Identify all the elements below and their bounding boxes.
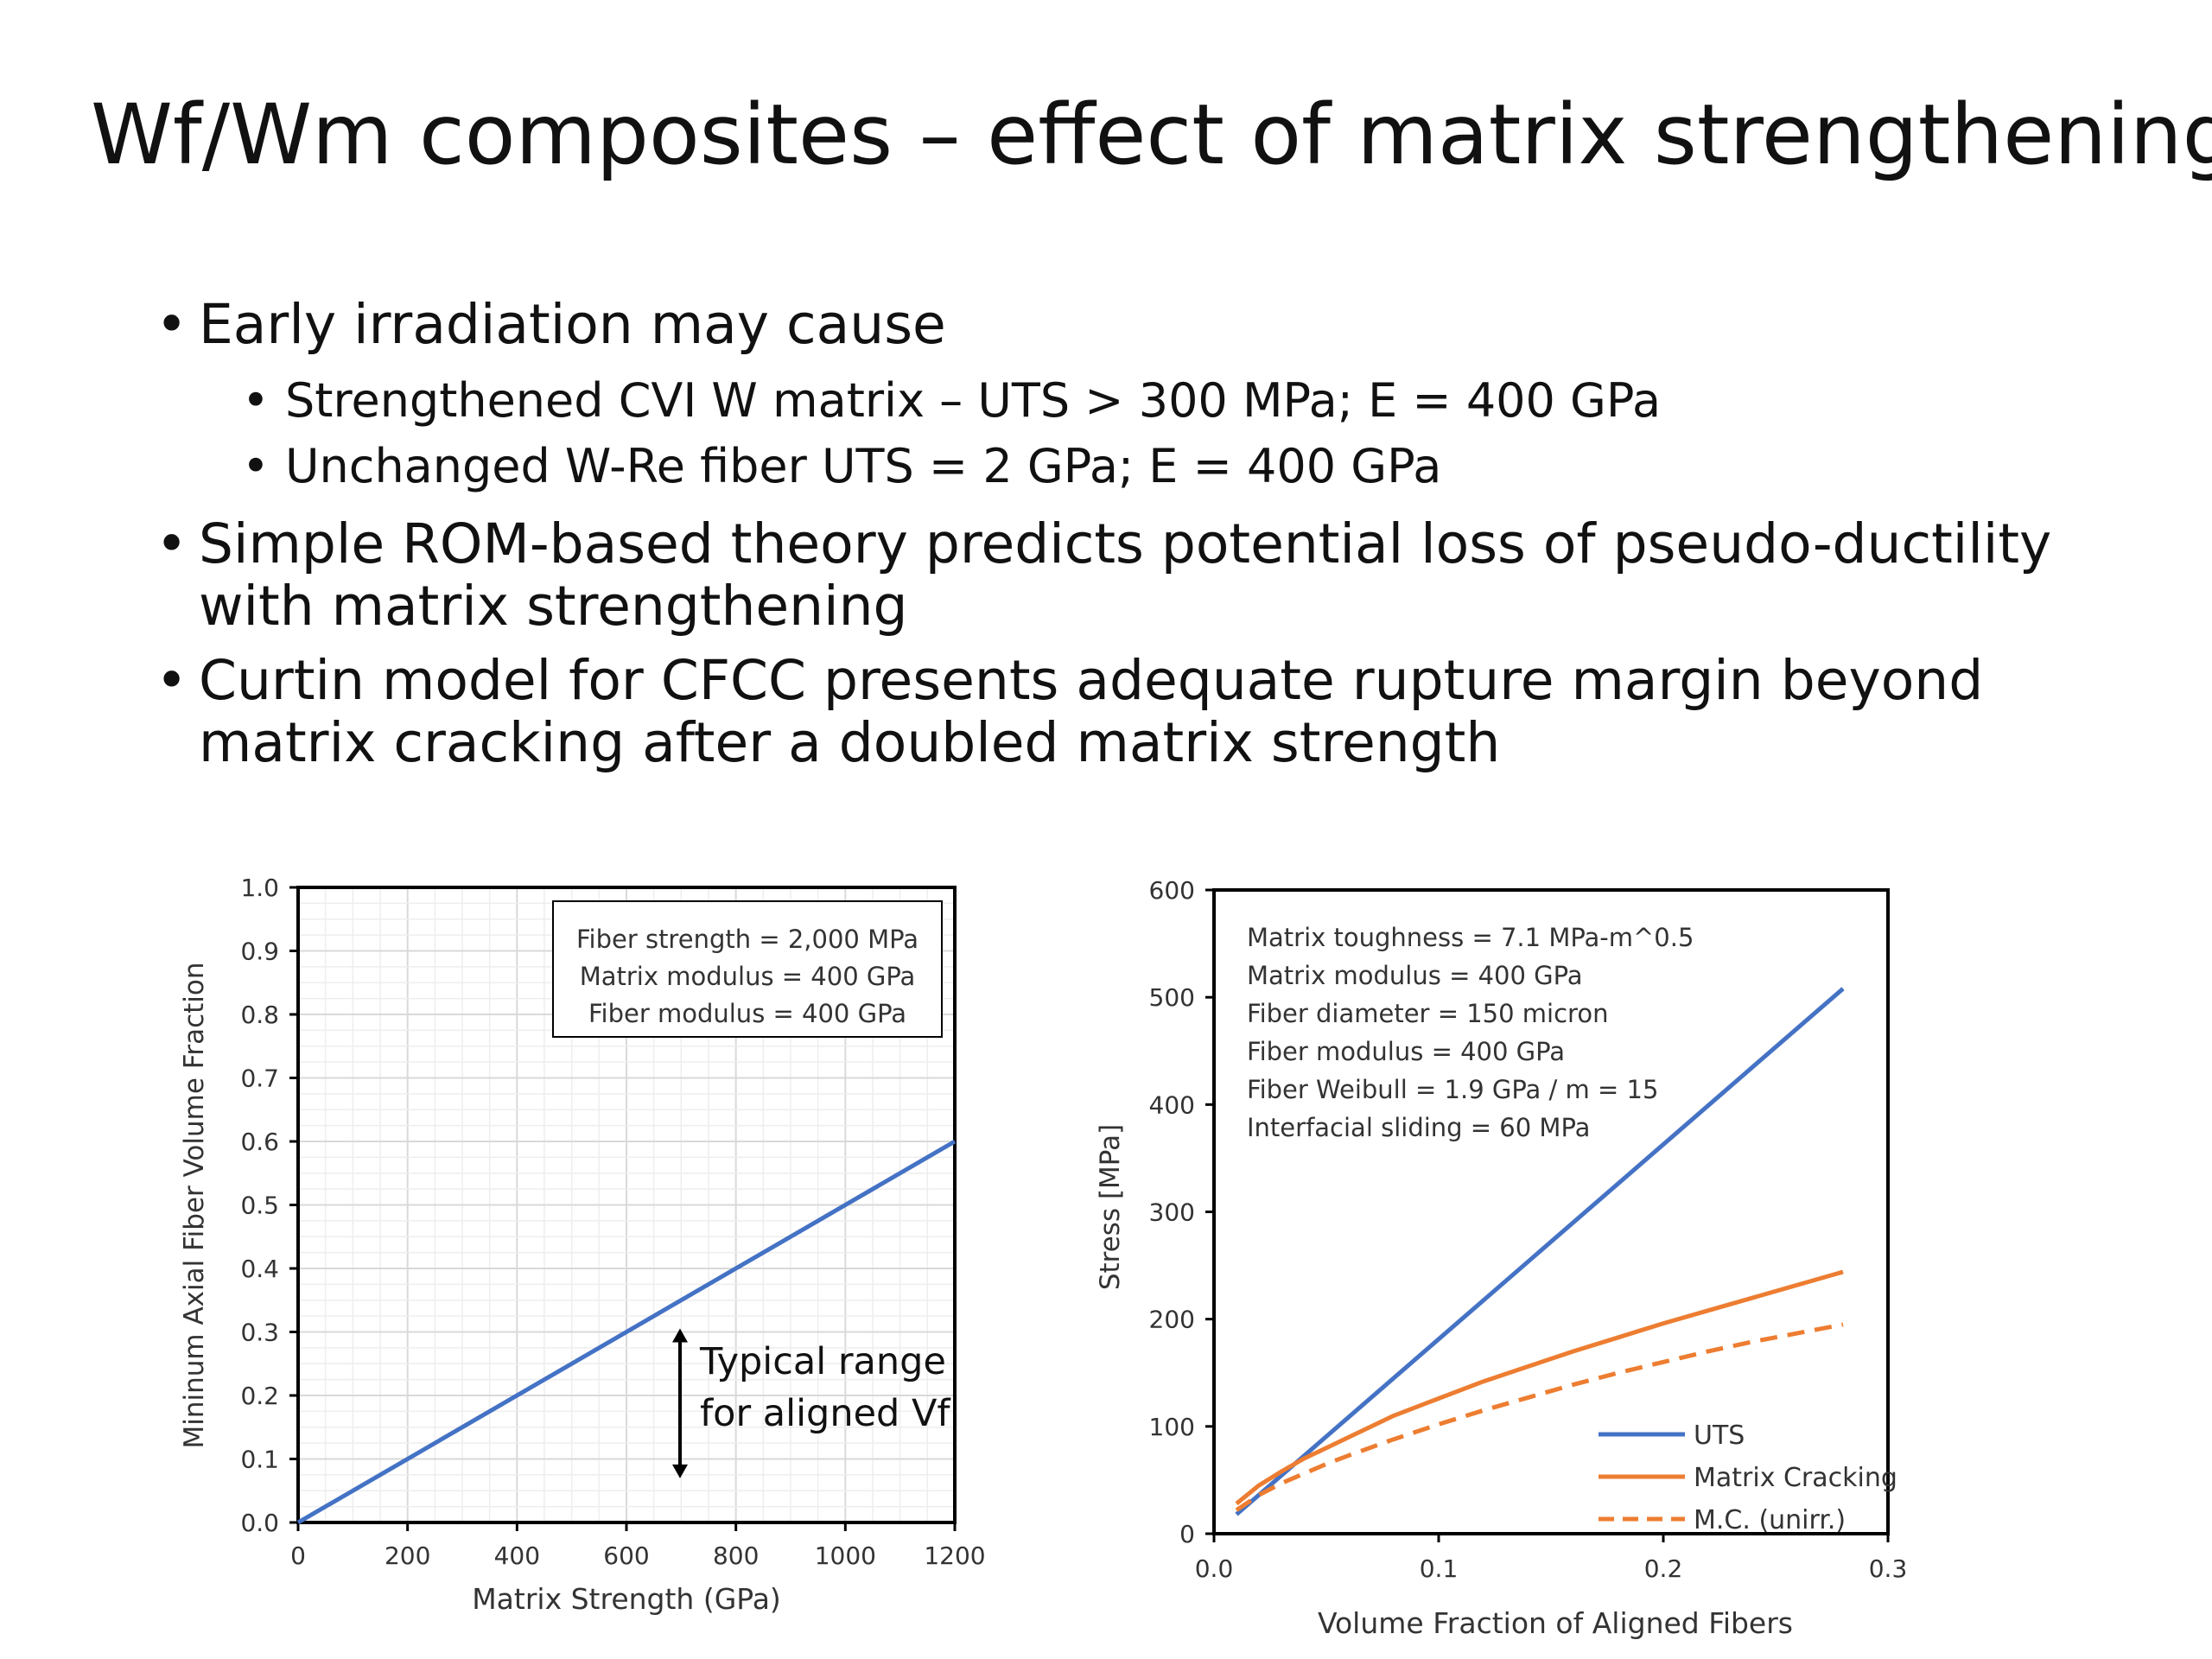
chart-2-series	[1235, 987, 1845, 1516]
chart-2-x-axis-label: Volume Fraction of Aligned Fibers	[1318, 1606, 1793, 1640]
chart-1-x-tick-label: 800	[713, 1541, 759, 1570]
sub-bullet-1-text: Strengthened CVI W matrix – UTS > 300 MP…	[285, 373, 1662, 428]
chart-2-y-tick-label: 0	[1179, 1520, 1195, 1548]
chart-2-x-tick-label: 0.1	[1420, 1554, 1459, 1583]
chart-2-y-tick-label: 100	[1149, 1413, 1195, 1441]
chart-2-y-axis-label: Stress [MPa]	[1095, 1124, 1126, 1290]
bullet-2-text-cont: with matrix strengthening	[199, 575, 908, 638]
bullet-2-text: Simple ROM-based theory predicts potenti…	[199, 512, 2052, 575]
chart-1-info-box	[552, 900, 943, 1038]
chart-1-x-axis-label: Matrix Strength (GPa)	[472, 1582, 781, 1616]
chart-1-info-line-3: Fiber modulus = 400 GPa	[588, 999, 906, 1028]
bullet-list: Early irradiation may cause Strengthened…	[156, 294, 2143, 786]
chart-2-info-line-1: Matrix toughness = 7.1 MPa-m^0.5	[1247, 923, 1694, 952]
chart-1-x-tick-label: 200	[385, 1541, 430, 1570]
legend-label-uts: UTS	[1694, 1421, 1745, 1451]
chart-2-background	[1084, 851, 1940, 1650]
chart-2-frame	[1212, 888, 1890, 1535]
chart-2-x-tick-label: 0.2	[1644, 1554, 1683, 1583]
chart-2-x-tick-label: 0.3	[1869, 1554, 1908, 1583]
chart-1-y-tick-label: 0.7	[240, 1065, 279, 1093]
slide-title: Wf/Wm composites – effect of matrix stre…	[91, 86, 2212, 183]
chart-1-y-tick-label: 0.9	[240, 938, 279, 966]
chart-1-y-tick-label: 0.6	[240, 1128, 279, 1156]
chart-1-series-line-0	[296, 1139, 957, 1525]
chart-2-info-line-2: Matrix modulus = 400 GPa	[1247, 961, 1583, 990]
arrow-down-head-icon	[672, 1464, 688, 1478]
chart-1-y-tick-label: 0.2	[240, 1382, 279, 1410]
chart-fiber-fraction-svg: 0 200 400 600 800 1000 1200 0.0 0.1 0.2 0.3 0.4 0.5 0…	[168, 851, 1015, 1624]
chart-2-info-line-4: Fiber modulus = 400 GPa	[1247, 1037, 1565, 1066]
chart-1-annotation-line-2: for aligned Vf	[700, 1392, 950, 1435]
chart-2-y-tick-label: 400	[1149, 1090, 1195, 1119]
sub-bullet-2: Unchanged W-Re fiber UTS = 2 GPa; E = 40…	[156, 434, 2143, 499]
chart-1-ticks: 0 200 400 600 800 1000 1200 0.0 0.1 0.2 0.3 0.4 0.5 0…	[240, 874, 985, 1570]
chart-2-y-tick-label: 500	[1149, 983, 1195, 1012]
chart-1-series	[296, 1139, 957, 1525]
bullet-3-text: Curtin model for CFCC presents adequate …	[199, 649, 1984, 712]
chart-1-y-tick-label: 1.0	[240, 874, 279, 902]
chart-2-series-line-1	[1235, 1269, 1844, 1506]
chart-1-y-tick-label: 0.8	[240, 1001, 279, 1029]
chart-1-frame	[296, 886, 957, 1524]
chart-2-series-line-0	[1235, 987, 1845, 1516]
chart-1-y-tick-label: 0.3	[240, 1319, 279, 1347]
chart-2-series-line-2	[1235, 1322, 1844, 1512]
bullet-3-text-cont: matrix cracking after a doubled matrix s…	[199, 711, 1501, 774]
chart-1-y-tick-label: 0.1	[240, 1446, 279, 1474]
bullet-1-text: Early irradiation may cause	[199, 293, 946, 356]
sub-bullet-1: Strengthened CVI W matrix – UTS > 300 MP…	[156, 368, 2143, 434]
bullet-1: Early irradiation may cause	[156, 293, 2143, 357]
chart-2-x-tick-label: 0.0	[1195, 1554, 1234, 1583]
chart-2-info-line-6: Interfacial sliding = 60 MPa	[1247, 1113, 1590, 1142]
chart-2-info-line-5: Fiber Weibull = 1.9 GPa / m = 15	[1247, 1075, 1658, 1104]
typical-range-arrow-icon	[672, 1328, 688, 1478]
chart-1-y-tick-label: 0.0	[240, 1509, 279, 1537]
sub-bullet-2-text: Unchanged W-Re fiber UTS = 2 GPa; E = 40…	[285, 439, 1442, 493]
chart-1-x-tick-label: 0	[290, 1541, 306, 1570]
chart-1-annotation-line-1: Typical range	[699, 1340, 946, 1383]
arrow-up-head-icon	[672, 1328, 688, 1343]
chart-1-y-tick-label: 0.4	[240, 1255, 279, 1283]
legend-label-matrix-cracking: Matrix Cracking	[1694, 1463, 1897, 1493]
chart-1-y-axis-label: Mininum Axial Fiber Volume Fraction	[179, 962, 210, 1448]
chart-stress-svg: 0.0 0.1 0.2 0.3 0 100 200 300 400 500 600 Stress […	[1084, 851, 1940, 1650]
chart-2-y-tick-label: 600	[1149, 876, 1195, 905]
chart-1-x-tick-label: 1200	[924, 1541, 985, 1570]
chart-1-x-tick-label: 1000	[815, 1541, 876, 1570]
chart-2-y-tick-label: 300	[1149, 1198, 1195, 1227]
chart-1-x-tick-label: 600	[603, 1541, 649, 1570]
chart-2-ticks: 0.0 0.1 0.2 0.3 0 100 200 300 400 500 600	[1149, 876, 1908, 1583]
legend-label-mc-unirr: M.C. (unirr.)	[1694, 1505, 1846, 1535]
chart-2-info-line-3: Fiber diameter = 150 micron	[1247, 999, 1608, 1028]
chart-2-info-text: Matrix toughness = 7.1 MPa-m^0.5 Matrix …	[1247, 923, 1694, 1142]
chart-1-grid	[297, 887, 956, 1523]
chart-fiber-fraction: 0 200 400 600 800 1000 1200 0.0 0.1 0.2 0.3 0.4 0.5 0…	[168, 851, 1015, 1624]
chart-1-info-line-2: Matrix modulus = 400 GPa	[580, 962, 916, 991]
chart-2-legend: UTS Matrix Cracking M.C. (unirr.)	[1599, 1421, 1897, 1535]
chart-1-x-tick-label: 400	[494, 1541, 540, 1570]
chart-stress: 0.0 0.1 0.2 0.3 0 100 200 300 400 500 600 Stress […	[1084, 851, 1940, 1650]
chart-1-y-tick-label: 0.5	[240, 1192, 279, 1220]
chart-2-y-tick-label: 200	[1149, 1306, 1195, 1334]
bullet-2: Simple ROM-based theory predicts potenti…	[156, 513, 2143, 638]
chart-1-info-line-1: Fiber strength = 2,000 MPa	[576, 925, 918, 954]
bullet-3: Curtin model for CFCC presents adequate …	[156, 650, 2143, 774]
